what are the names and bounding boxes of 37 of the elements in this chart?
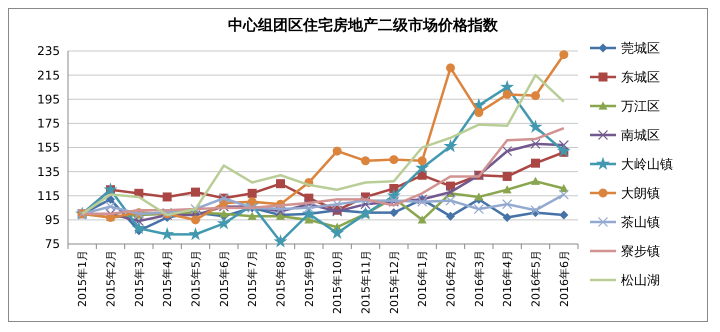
x-tick-label: 2015年6月 [218,250,231,307]
x-tick-label: 2015年4月 [161,250,174,307]
legend-label: 莞城区 [621,42,660,57]
x-tick-label: 2016年3月 [472,250,486,307]
x-tick-label: 2015年7月 [246,250,260,307]
x-tick-label: 2015年5月 [190,250,202,307]
y-tick-label: 95 [44,213,60,228]
x-tick-label: 2015年12月 [388,250,401,314]
y-tick-label: 75 [44,237,60,252]
legend-label: 大朗镇 [621,186,660,202]
legend-label: 茶山镇 [621,216,660,231]
x-tick-label: 2016年6月 [558,250,571,307]
y-tick-label: 135 [37,164,60,179]
legend-label: 松山湖 [621,274,660,289]
x-tick-label: 2015年2月 [104,250,118,307]
y-tick-label: 235 [37,44,60,58]
y-tick-label: 195 [37,92,60,106]
chart-title: 中心组团区住宅房地产二级市场价格指数 [228,16,499,34]
x-tick-label: 2015年3月 [132,250,146,307]
x-tick-label: 2016年4月 [501,250,514,307]
legend-label: 寮步镇 [621,244,660,260]
y-tick-label: 175 [37,116,60,131]
x-tick-label: 2016年1月 [416,250,430,307]
legend-label: 万江区 [621,100,660,115]
y-tick-label: 215 [37,68,60,82]
x-tick-label: 2016年2月 [444,250,458,307]
x-tick-label: 2016年5月 [530,250,542,307]
x-tick-label: 2015年1月 [76,250,90,307]
legend-label: 东城区 [621,70,660,86]
x-tick-label: 2015年9月 [302,250,316,307]
legend-label: 大岭山镇 [621,158,673,173]
x-tick-label: 2015年8月 [274,250,288,307]
x-tick-label: 2015年11月 [360,250,372,314]
y-tick-label: 155 [37,140,60,155]
x-tick-label: 2015年10月 [331,250,344,314]
legend-label: 南城区 [621,128,660,144]
y-tick-label: 115 [37,188,60,203]
